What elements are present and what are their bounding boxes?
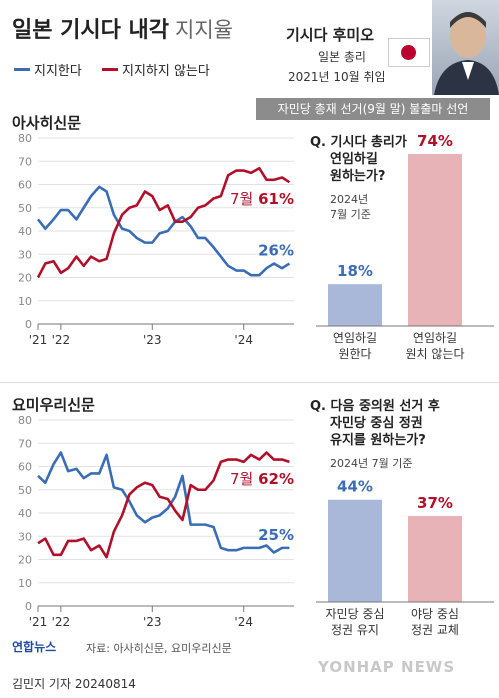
chart2-ytick-label: 70 — [18, 437, 32, 450]
chart2-end-label-oppose-value: 62% — [258, 470, 294, 488]
chart1-ytick-label: 60 — [18, 179, 32, 192]
survey2-q-line-3: 유지를 원하는가? — [330, 433, 426, 448]
chart1-end-label-oppose: 7월 61% — [230, 190, 294, 208]
survey2-note: 2024년 7월 기준 — [330, 456, 412, 471]
chart2-ytick-label: 10 — [18, 577, 32, 590]
chart1-xtick-label: '23 — [143, 333, 162, 347]
section-divider — [0, 382, 499, 383]
banner-announcement: 자민당 총재 선거(9월 말) 불출마 선언 — [256, 98, 490, 120]
chart2-end-label-oppose: 7월 62% — [230, 470, 294, 488]
chart2-ytick-label: 60 — [18, 461, 32, 474]
title-main: 일본 기시다 내각 — [12, 18, 169, 43]
legend-oppose-swatch — [102, 68, 118, 71]
yonhap-logo-text: 연합뉴스 — [12, 640, 57, 654]
chart1-series-support — [36, 185, 291, 277]
survey1-note: 2024년 7월 기준 — [330, 192, 371, 222]
chart1-title: 아사히신문 — [12, 114, 82, 132]
yonhap-logo: 연합뉴스 — [12, 638, 56, 655]
pm-since: 2021년 10월 취임 — [288, 70, 386, 84]
chart2-series-support — [37, 451, 290, 554]
chart2-xtick-label: '21 — [29, 615, 48, 629]
survey2-question: Q. 다음 중의원 선거 후 자민당 중심 정권 유지를 원하는가? — [310, 398, 440, 449]
chart1-end-label-oppose-value: 61% — [258, 190, 294, 208]
chart1-end-label-support: 26% — [258, 242, 294, 260]
survey1-bar-1-category-line: 연임하길 — [333, 331, 377, 345]
chart1-ytick-label: 70 — [18, 155, 32, 168]
survey1-note-line-2: 7월 기준 — [330, 208, 371, 221]
watermark: YONHAP NEWS — [318, 658, 456, 676]
chart2-ytick-label: 20 — [18, 554, 32, 567]
chart2-title: 요미우리신문 — [12, 396, 95, 414]
survey2-bar-2-category-line: 야당 중심 — [411, 607, 459, 621]
chart2-ytick-label: 30 — [18, 530, 32, 543]
survey1-bar-2-value: 74% — [417, 132, 453, 150]
legend-oppose-label: 지지하지 않는다 — [122, 64, 210, 79]
survey1-bar-1-category-line: 원한다 — [338, 347, 371, 361]
survey1-q-line-1: 기시다 총리가 — [330, 135, 407, 150]
chart2-series-oppose — [37, 451, 290, 559]
chart2-xtick-label: '22 — [52, 615, 71, 629]
survey1-note-line-1: 2024년 — [330, 193, 369, 206]
legend-support-label: 지지한다 — [34, 64, 82, 79]
survey1-bar-2-category-line: 원치 않는다 — [405, 347, 464, 361]
chart1-ytick-label: 30 — [18, 248, 32, 261]
survey2-note-line-1: 2024년 7월 기준 — [330, 457, 413, 470]
chart2-xtick-label: '24 — [234, 615, 253, 629]
survey2-q-prefix: Q. — [310, 399, 326, 414]
survey2-q-line-2: 자민당 중심 정권 — [330, 416, 423, 431]
chart1-xtick-label: '24 — [234, 333, 253, 347]
survey1-bar-1 — [328, 284, 382, 326]
chart1-ytick-label: 20 — [18, 272, 32, 285]
japan-flag-icon — [388, 38, 430, 67]
chart2-xtick-label: '23 — [143, 615, 162, 629]
chart2-svg: 0 10 20 30 40 50 60 70 80 '21 '22 '23 '24 25% 7월 62% — [18, 414, 294, 629]
chart1-ytick-label: 80 — [18, 132, 32, 145]
survey2-bar-1-category-line: 자민당 중심 — [325, 607, 384, 621]
survey2-bar-2-value: 37% — [417, 494, 453, 512]
title-subtitle: 지지율 — [175, 18, 233, 42]
chart1-xtick-label: '21 — [29, 333, 48, 347]
chart2-end-label-month: 7월 — [230, 470, 258, 488]
chart1-ytick-label: 50 — [18, 202, 32, 215]
pm-name: 기시다 후미오 — [286, 26, 375, 44]
chart1-xtick-label: '22 — [52, 333, 71, 347]
source-note: 자료: 아사히신문, 요미우리신문 — [86, 642, 232, 655]
chart1-ytick-label: 10 — [18, 295, 32, 308]
survey2-bar-2-category-line: 정권 교체 — [411, 623, 459, 637]
survey1-bar-2-category-line: 연임하길 — [413, 331, 457, 345]
survey1-bar-1-value: 18% — [337, 262, 373, 280]
legend-support-swatch — [14, 68, 30, 71]
survey1-q-prefix: Q. — [310, 135, 326, 150]
legend-oppose: 지지하지 않는다 — [102, 60, 210, 79]
chart1-end-label-month: 7월 — [230, 190, 258, 208]
chart2-ytick-label: 80 — [18, 414, 32, 427]
survey1-bar-2 — [408, 154, 462, 326]
chart1-svg: 0 10 20 30 40 50 60 70 80 '21 '22 '23 '24 26% 7월 61% — [18, 132, 294, 347]
chart2-ytick-label: 0 — [25, 600, 32, 613]
survey2-bar-1-category-line: 정권 유지 — [331, 623, 379, 637]
pm-photo — [432, 0, 499, 95]
chart2-ytick-label: 40 — [18, 507, 32, 520]
page-title: 일본 기시다 내각 지지율 — [12, 12, 233, 44]
chart2-ytick-label: 50 — [18, 484, 32, 497]
survey1-q-line-3: 원하는가? — [330, 169, 386, 184]
pm-role: 일본 총리 — [318, 50, 366, 64]
chart1-series-oppose — [36, 166, 291, 279]
survey2-bar-2 — [408, 516, 462, 602]
survey2-bar-1 — [328, 499, 382, 602]
chart1-ytick-label: 0 — [25, 318, 32, 331]
survey1-question: Q. 기시다 총리가 연임하길 원하는가? — [310, 134, 407, 185]
survey2-bar-1-value: 44% — [337, 478, 373, 496]
byline: 김민지 기자 20240814 — [12, 677, 136, 691]
chart2-end-label-support: 25% — [258, 526, 294, 544]
survey2-q-line-1: 다음 중의원 선거 후 — [330, 399, 440, 414]
chart1-ytick-label: 40 — [18, 225, 32, 238]
survey1-q-line-2: 연임하길 — [330, 152, 378, 167]
legend-support: 지지한다 — [14, 60, 82, 79]
